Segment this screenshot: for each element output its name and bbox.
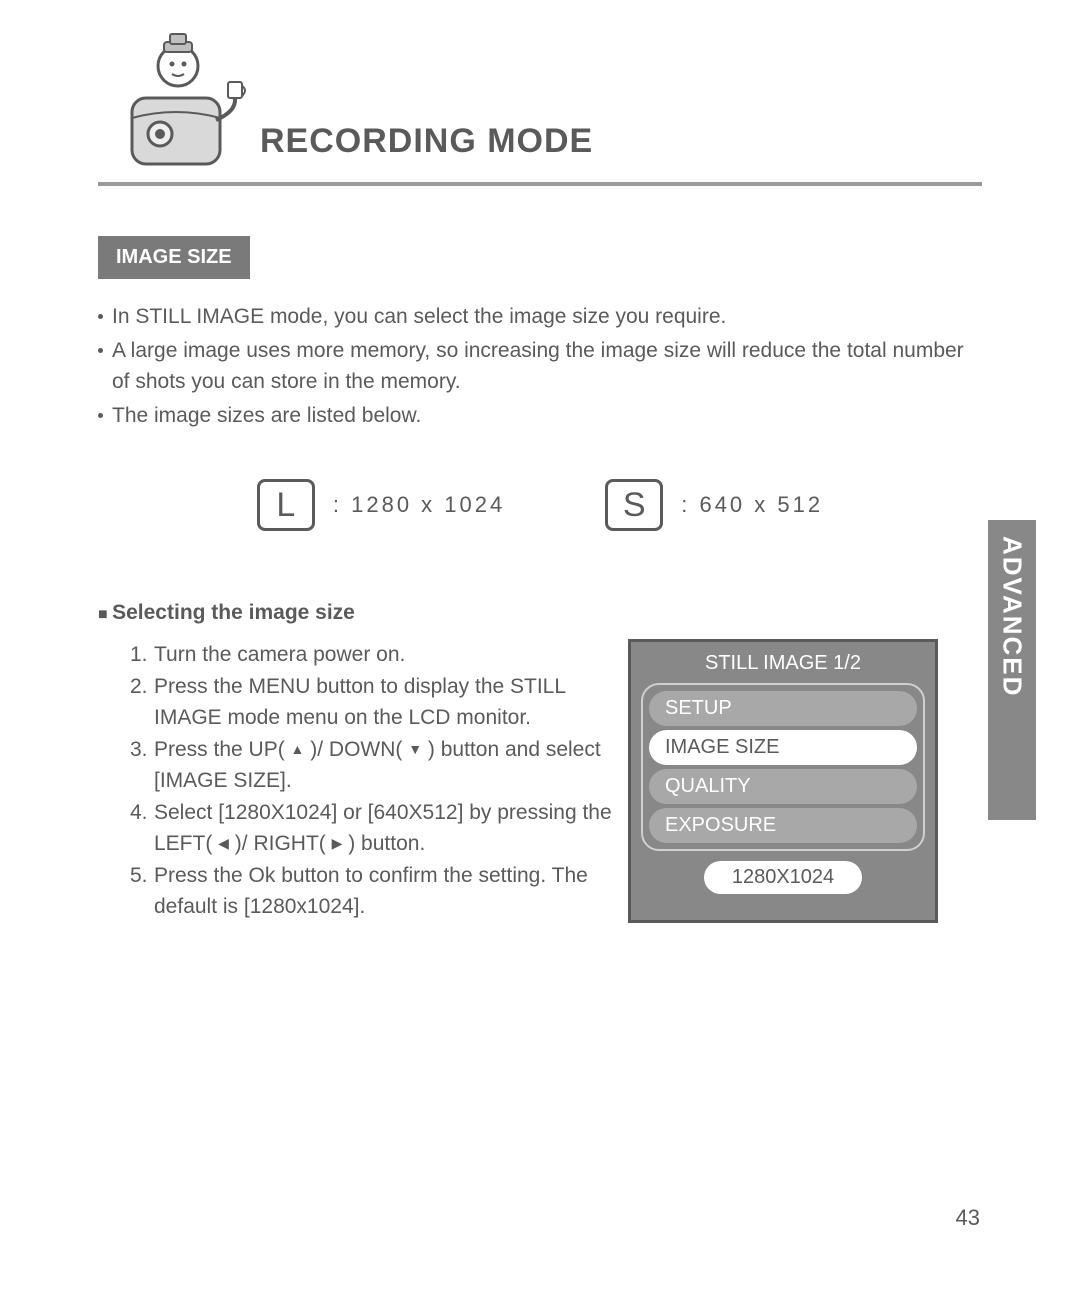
page-title: RECORDING MODE	[260, 122, 593, 161]
mascot-illustration	[120, 28, 250, 178]
step-item: 4.Select [1280X1024] or [640X512] by pre…	[130, 797, 618, 860]
sub-heading: Selecting the image size	[98, 601, 982, 625]
bullet-item: The image sizes are listed below.	[98, 400, 982, 432]
lcd-menu-item-setup: SETUP	[649, 691, 917, 726]
size-letter-box: L	[257, 479, 315, 531]
size-dimensions: : 1280 x 1024	[333, 492, 505, 518]
steps-list: 1.Turn the camera power on. 2.Press the …	[98, 639, 618, 923]
bullet-item: In STILL IMAGE mode, you can select the …	[98, 301, 982, 333]
size-option-large: L : 1280 x 1024	[257, 479, 505, 531]
left-icon: ◀	[218, 833, 229, 854]
lcd-menu-item-exposure: EXPOSURE	[649, 808, 917, 843]
right-icon: ▶	[332, 833, 343, 854]
lcd-value-row: 1280X1024	[641, 861, 925, 894]
intro-bullets: In STILL IMAGE mode, you can select the …	[98, 301, 982, 431]
size-letter-box: S	[605, 479, 663, 531]
lcd-menu-item-quality: QUALITY	[649, 769, 917, 804]
lcd-menu-item-image-size: IMAGE SIZE	[649, 730, 917, 765]
step-item: 5.Press the Ok button to confirm the set…	[130, 860, 618, 923]
step-item: 1.Turn the camera power on.	[130, 639, 618, 671]
lcd-menu-frame: SETUP IMAGE SIZE QUALITY EXPOSURE	[641, 683, 925, 851]
section-badge: IMAGE SIZE	[98, 236, 250, 279]
side-tab-advanced: ADVANCED	[988, 520, 1036, 820]
lcd-value-pill: 1280X1024	[704, 861, 862, 894]
lcd-preview: STILL IMAGE 1/2 SETUP IMAGE SIZE QUALITY…	[628, 639, 938, 923]
lcd-title: STILL IMAGE 1/2	[641, 652, 925, 675]
size-dimensions: : 640 x 512	[681, 492, 823, 518]
up-icon: ▲	[291, 739, 305, 760]
step-item: 2.Press the MENU button to display the S…	[130, 671, 618, 734]
step-item: 3.Press the UP( ▲ )/ DOWN( ▼ ) button an…	[130, 734, 618, 797]
down-icon: ▼	[408, 739, 422, 760]
header-rule	[98, 182, 982, 186]
size-options-row: L : 1280 x 1024 S : 640 x 512	[98, 479, 982, 531]
page-number: 43	[956, 1205, 980, 1231]
bullet-item: A large image uses more memory, so incre…	[98, 335, 982, 398]
size-option-small: S : 640 x 512	[605, 479, 823, 531]
